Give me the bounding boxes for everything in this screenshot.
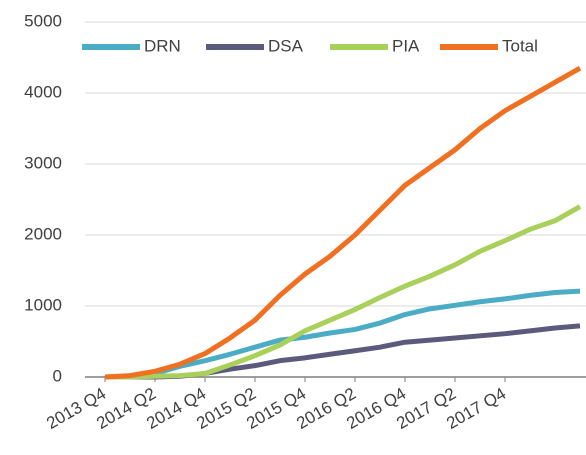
line-series <box>104 288 581 380</box>
y-tick-label: 4000 <box>24 82 62 101</box>
legend-label: Total <box>502 36 538 55</box>
line-series <box>105 204 582 380</box>
legend-label: DRN <box>144 36 181 55</box>
line-series <box>104 65 582 380</box>
legend-label: PIA <box>392 36 420 55</box>
y-tick-label: 2000 <box>24 224 62 243</box>
y-tick-label: 3000 <box>24 153 62 172</box>
y-tick-label: 0 <box>53 366 62 385</box>
y-tick-label: 1000 <box>24 295 62 314</box>
y-tick-label: 5000 <box>24 11 62 30</box>
legend-label: DSA <box>268 36 304 55</box>
